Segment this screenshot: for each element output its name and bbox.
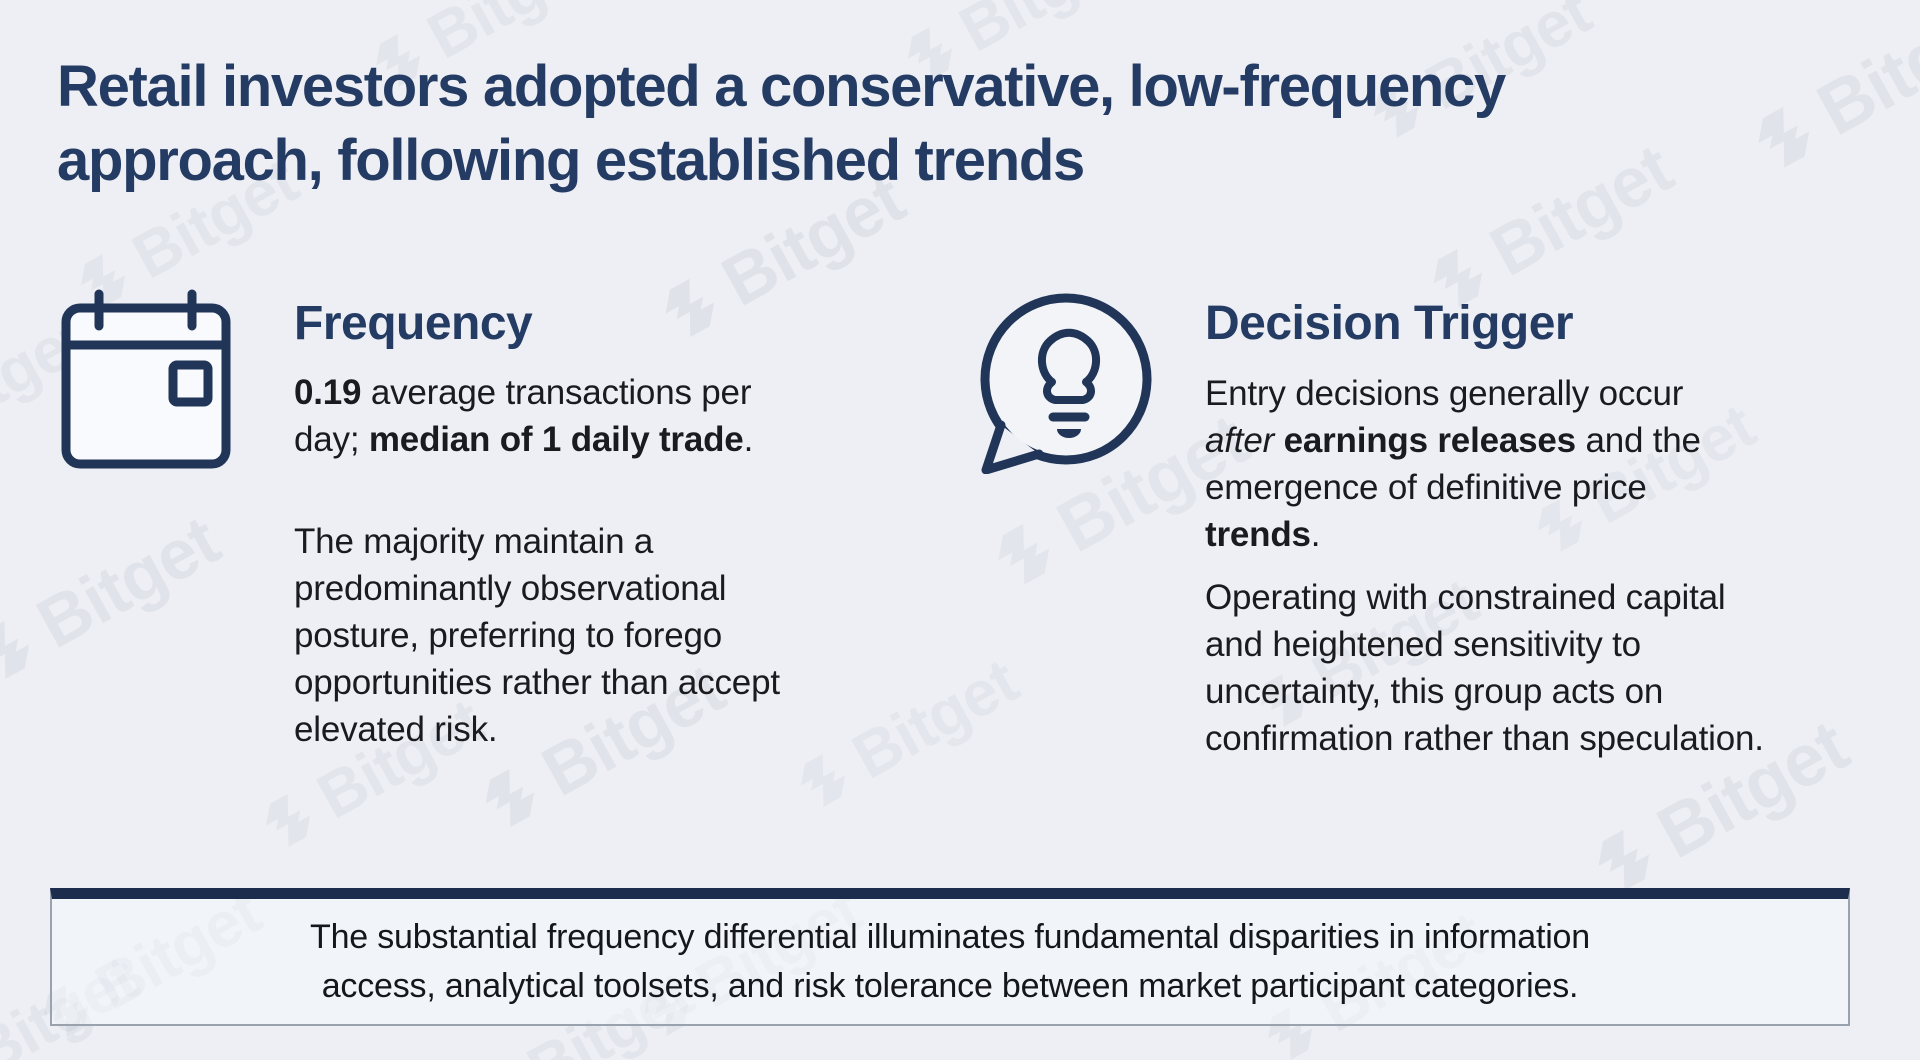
summary-banner-text: The substantial frequency differential i…	[52, 899, 1848, 1011]
frequency-stat-paragraph: 0.19 average transactions per day; median…	[294, 369, 753, 463]
watermark-text: Bitget	[1477, 128, 1685, 292]
text-line: The majority maintain a	[294, 522, 654, 561]
banner-line-1: The substantial frequency differential i…	[310, 918, 1590, 956]
text-line: and heightened sensitivity to	[1205, 625, 1641, 664]
text-line: trends.	[1205, 515, 1321, 554]
text-line: uncertainty, this group acts on	[1205, 672, 1664, 711]
bitget-logo-icon	[1758, 106, 1810, 168]
text-line: day; median of 1 daily trade.	[294, 420, 754, 459]
bitget-watermark: Bitget	[0, 500, 232, 701]
watermark-text: Bitget	[1803, 0, 1920, 152]
bitget-logo-icon	[998, 523, 1050, 585]
bitget-watermark: Bitget	[781, 644, 1030, 827]
bitget-watermark: Bitget	[1735, 0, 1920, 190]
text-line: Entry decisions generally occur	[1205, 374, 1684, 413]
text-line: elevated risk.	[294, 710, 498, 749]
title-line-2: approach, following established trends	[57, 128, 1085, 193]
frequency-detail-paragraph: The majority maintain a predominantly obs…	[294, 518, 780, 753]
trigger-main-paragraph: Entry decisions generally occur after ear…	[1205, 370, 1701, 558]
summary-banner: The substantial frequency differential i…	[50, 888, 1850, 1026]
text-line: after earnings releases and the	[1205, 421, 1701, 460]
decision-trigger-heading: Decision Trigger	[1205, 297, 1574, 350]
frequency-heading: Frequency	[294, 297, 533, 350]
title-line-1: Retail investors adopted a conservative,…	[57, 54, 1506, 119]
lightbulb-speech-icon	[976, 286, 1158, 474]
watermark-text: Bitget	[24, 500, 232, 664]
bitget-logo-icon	[0, 620, 30, 680]
text-line: posture, preferring to forego	[294, 616, 723, 655]
text-line: confirmation rather than speculation.	[1205, 719, 1764, 758]
text-line: 0.19 average transactions per	[294, 373, 752, 412]
calendar-icon	[60, 288, 232, 470]
text-line: opportunities rather than accept	[294, 663, 780, 702]
bitget-logo-icon	[485, 768, 535, 828]
banner-line-2: access, analytical toolsets, and risk to…	[321, 967, 1579, 1005]
bitget-logo-icon	[266, 793, 311, 847]
watermark-text: Bitget	[840, 644, 1029, 794]
bitget-logo-icon	[665, 278, 715, 338]
text-line: Operating with constrained capital	[1205, 578, 1726, 617]
bitget-logo-icon	[801, 753, 846, 807]
trigger-detail-paragraph: Operating with constrained capital and he…	[1205, 574, 1764, 762]
bitget-logo-icon	[460, 1055, 536, 1060]
text-line: emergence of definitive price	[1205, 468, 1647, 507]
text-line: predominantly observational	[294, 569, 727, 608]
page-title: Retail investors adopted a conservative,…	[57, 50, 1506, 198]
